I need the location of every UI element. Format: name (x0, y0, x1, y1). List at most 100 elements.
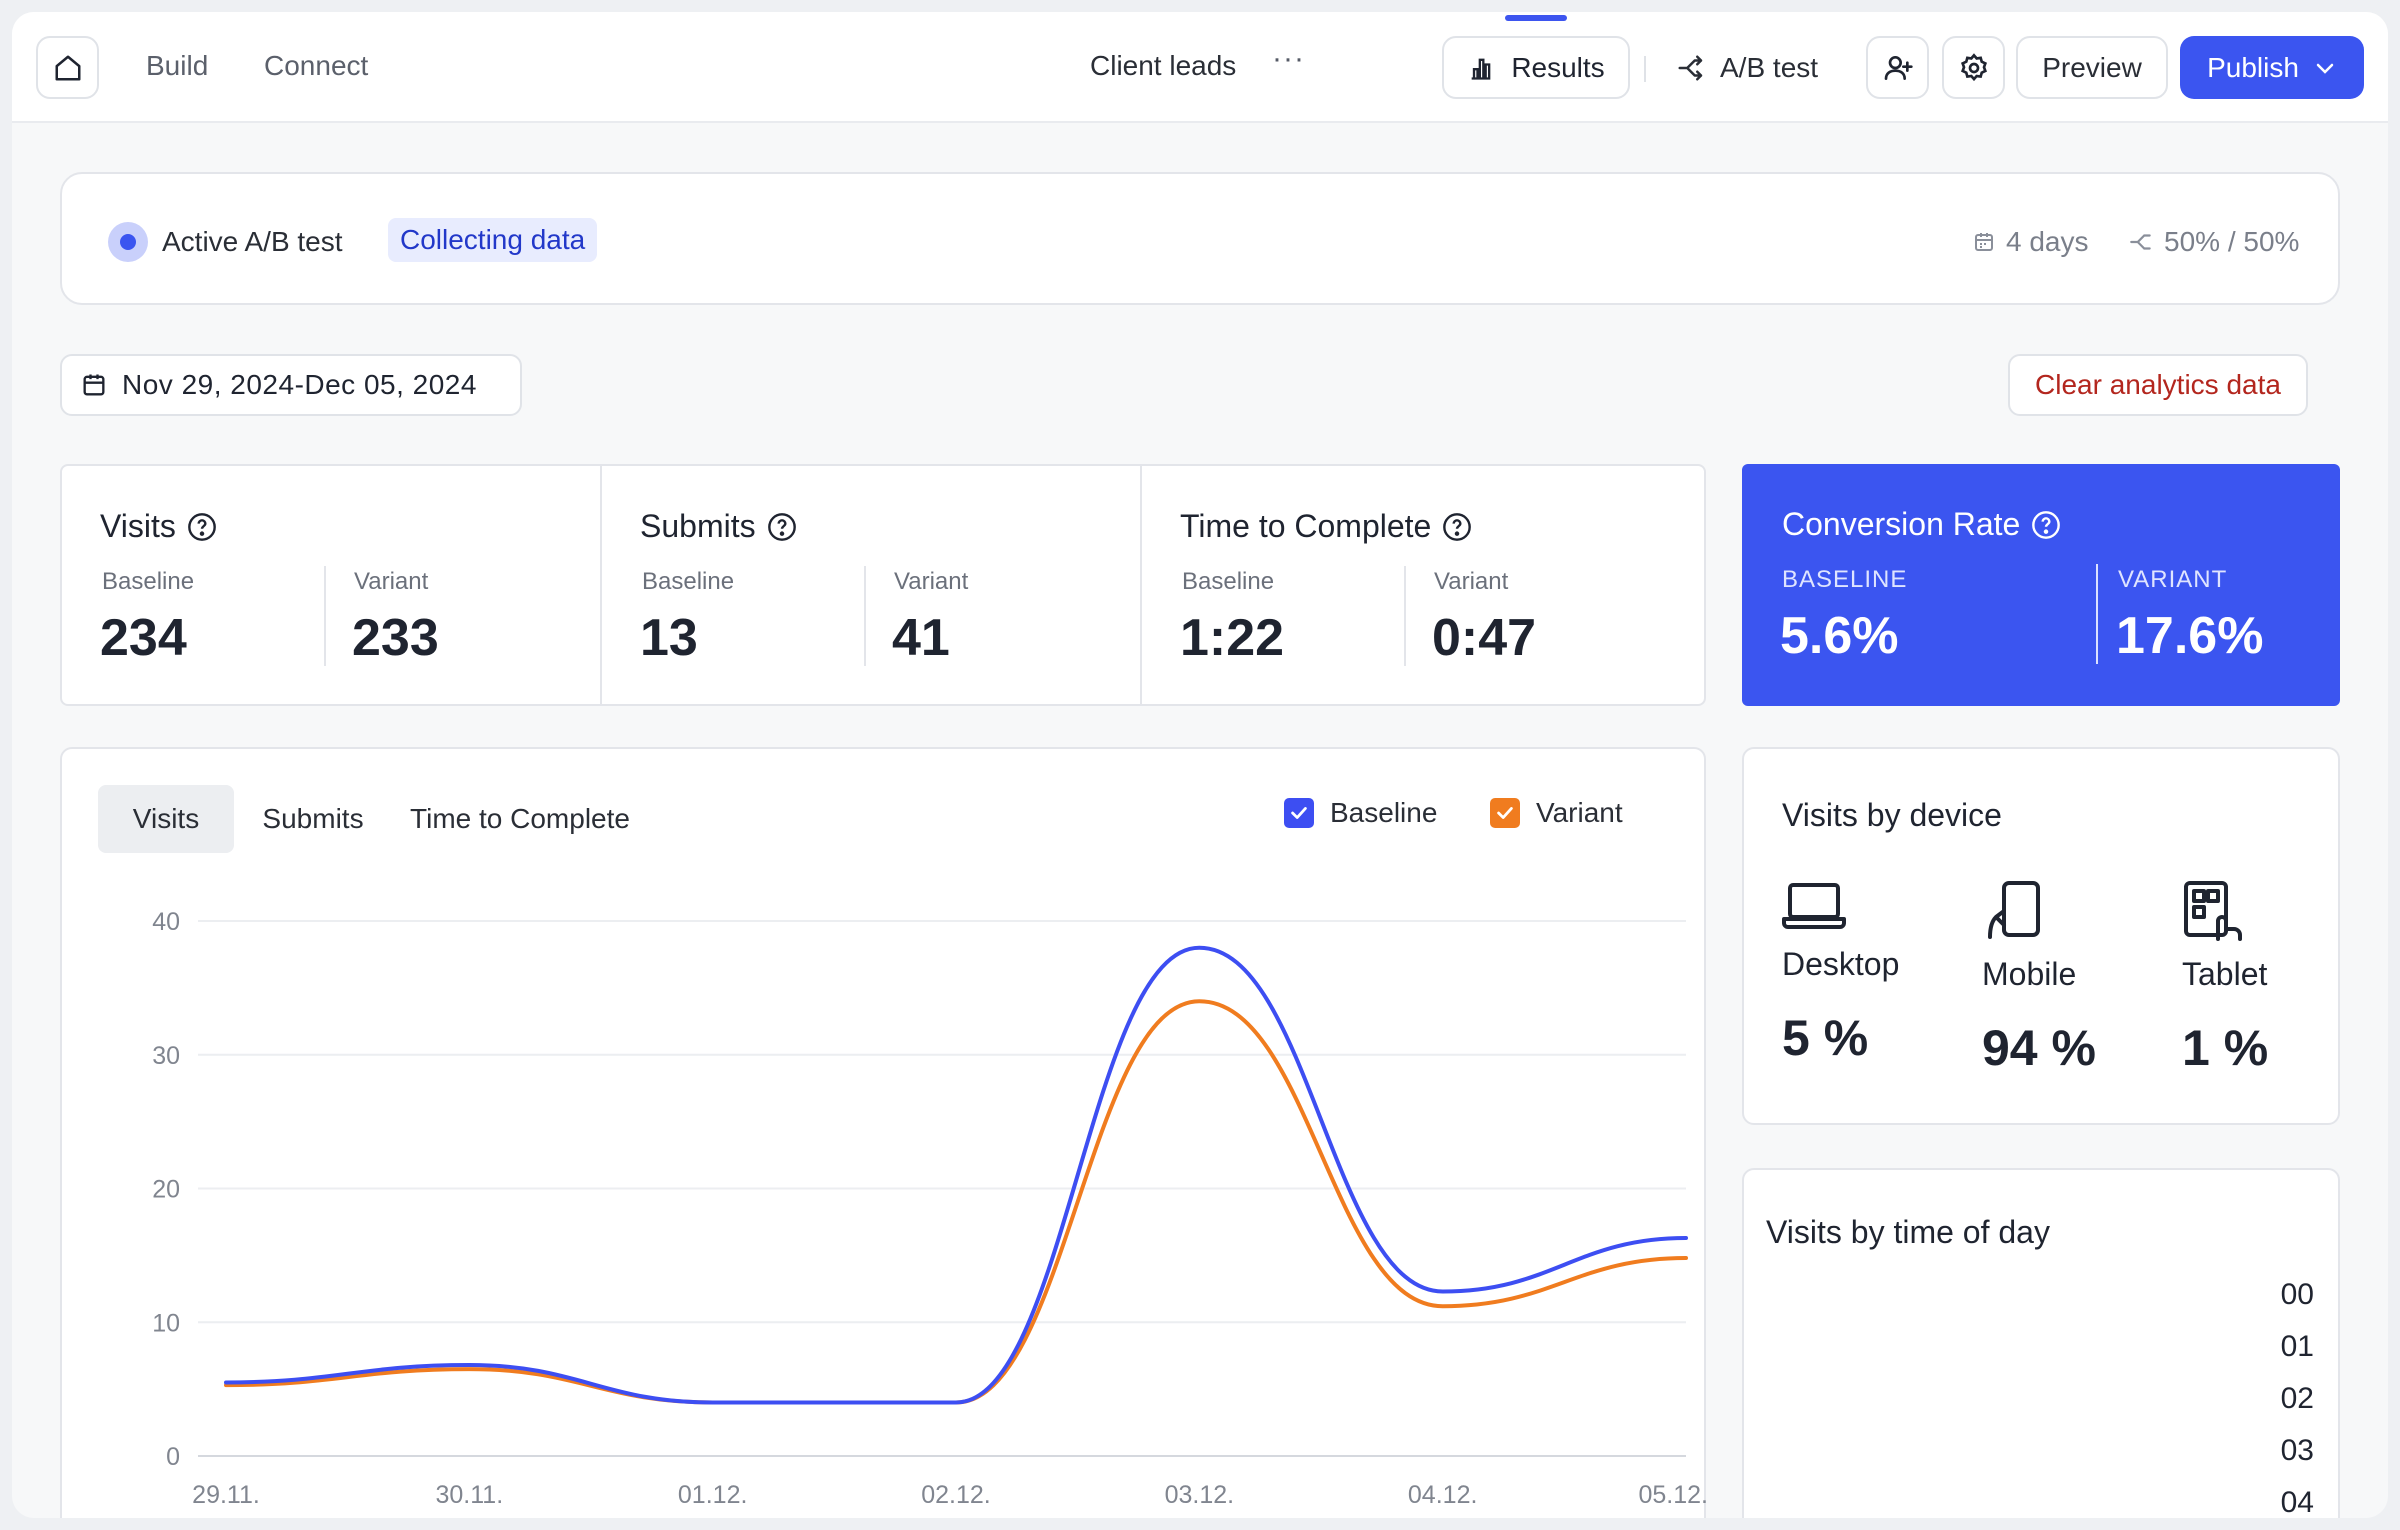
visits-line-chart: 0 10 20 30 40 29.11. 30.11. 01.12. 02.12. 03.12. 0… (152, 908, 1708, 1509)
conversion-rate-card: Conversion Rate BASELINE 5.6% VARIANT 17… (1742, 464, 2340, 706)
gear-icon (1960, 52, 1987, 81)
baseline-label: BASELINE (1782, 566, 1908, 593)
split-icon (2130, 234, 2151, 250)
divider (1644, 56, 1646, 82)
variant-label: Variant (1434, 568, 1509, 595)
nav-build[interactable]: Build (146, 50, 209, 81)
x-tick-label: 01.12. (678, 1481, 748, 1509)
device-card-title: Visits by device (1782, 797, 2002, 833)
test-duration: 4 days (1972, 226, 2089, 258)
duration-value: 4 days (2006, 226, 2089, 257)
ttc-baseline-value: 1:22 (1180, 609, 1285, 667)
top-bar: Build Connect Client leads ··· Results A… (12, 12, 2388, 123)
preview-button[interactable]: Preview (2016, 36, 2168, 99)
chart-tab-time-to-complete[interactable]: Time to Complete (410, 803, 630, 834)
baseline-label: Baseline (102, 568, 195, 595)
hour-label: 00 (2280, 1278, 2314, 1311)
laptop-icon (1782, 883, 1846, 929)
divider (324, 566, 326, 666)
visits-baseline-value: 234 (100, 609, 187, 667)
nav-connect[interactable]: Connect (264, 50, 369, 81)
device-label: Tablet (2182, 956, 2268, 992)
submits-metric-card: Submits Baseline 13 Variant 41 (600, 464, 1142, 706)
hour-label: 01 (2280, 1330, 2314, 1363)
ab-test-status-card: Active A/B test Collecting data 4 days 5… (60, 172, 2340, 305)
baseline-checkbox[interactable] (1284, 798, 1314, 828)
calendar-icon (1975, 233, 1993, 251)
home-icon (55, 55, 80, 80)
time-to-complete-title: Time to Complete (1180, 508, 1432, 544)
clear-analytics-button[interactable]: Clear analytics data (2008, 354, 2308, 416)
help-icon[interactable] (766, 511, 798, 543)
metric-title: Visits (100, 508, 218, 545)
legend-variant[interactable]: Variant (1490, 797, 1623, 829)
conversion-rate-title: Conversion Rate (1782, 506, 2021, 542)
document-title[interactable]: Client leads (1090, 50, 1237, 81)
chart-tab-submits[interactable]: Submits (262, 803, 364, 834)
x-tick-label: 29.11. (192, 1481, 260, 1509)
y-tick-label: 10 (152, 1309, 180, 1337)
x-tick-label: 02.12. (921, 1481, 991, 1509)
help-icon[interactable] (186, 511, 218, 543)
visits-by-time-of-day-card: Visits by time of day 00 01 02 03 04 (1742, 1168, 2340, 1518)
y-tick-label: 30 (152, 1042, 180, 1070)
traffic-split: 50% / 50% (2128, 226, 2299, 258)
date-range-picker[interactable]: Nov 29, 2024-Dec 05, 2024 (60, 354, 522, 416)
add-user-button[interactable] (1866, 36, 1929, 99)
metric-title: Conversion Rate (1782, 506, 2062, 543)
device-mobile: Mobile 94 % (1982, 879, 2096, 1077)
visits-title: Visits (100, 508, 176, 544)
variant-label: VARIANT (2118, 566, 2228, 593)
cr-baseline-value: 5.6% (1780, 607, 1899, 665)
visits-variant-value: 233 (352, 609, 439, 667)
split-value: 50% / 50% (2164, 226, 2300, 257)
more-options-button[interactable]: ··· (1272, 42, 1305, 75)
time-of-day-title: Visits by time of day (1766, 1214, 2050, 1250)
status-label: Active A/B test (162, 226, 343, 257)
device-tablet: Tablet 1 % (2182, 879, 2268, 1077)
visits-metric-card: Visits Baseline 234 Variant 233 (60, 464, 602, 706)
divider (864, 566, 866, 666)
submits-title: Submits (640, 508, 756, 544)
bar-chart-icon (1471, 58, 1491, 80)
app-window: Build Connect Client leads ··· Results A… (12, 12, 2388, 1518)
hour-label: 03 (2280, 1434, 2314, 1467)
add-user-icon (1884, 55, 1913, 80)
publish-button[interactable]: Publish (2180, 36, 2364, 99)
metric-title: Time to Complete (1180, 508, 1473, 545)
results-tab[interactable]: Results (1442, 36, 1630, 99)
help-icon[interactable] (1441, 511, 1473, 543)
device-label: Desktop (1782, 946, 1900, 982)
status-badge: Collecting data (388, 218, 598, 262)
device-desktop: Desktop 5 % (1782, 879, 1899, 1067)
device-value: 5 % (1782, 1010, 1869, 1066)
active-indicator (108, 222, 148, 262)
metric-title: Submits (640, 508, 798, 545)
help-icon[interactable] (2030, 509, 2062, 541)
hour-label: 04 (2280, 1486, 2314, 1518)
check-icon (1291, 807, 1307, 819)
y-tick-label: 20 (152, 1176, 180, 1204)
legend-baseline-label: Baseline (1330, 797, 1438, 828)
cr-variant-value: 17.6% (2116, 607, 2264, 665)
calendar-icon (83, 374, 105, 396)
device-label: Mobile (1982, 956, 2077, 992)
y-tick-label: 40 (152, 908, 180, 936)
settings-button[interactable] (1942, 36, 2005, 99)
submits-variant-value: 41 (892, 609, 950, 667)
chart-tab-visits[interactable]: Visits (98, 785, 234, 853)
baseline-label: Baseline (1182, 568, 1275, 595)
ttc-variant-value: 0:47 (1432, 609, 1537, 667)
ab-test-tab[interactable]: A/B test (1676, 36, 1850, 99)
x-tick-label: 30.11. (436, 1481, 504, 1509)
divider (1404, 566, 1406, 666)
ab-test-label: A/B test (1720, 51, 1819, 83)
divider (2096, 564, 2098, 664)
legend-baseline[interactable]: Baseline (1284, 797, 1437, 829)
variant-checkbox[interactable] (1490, 798, 1520, 828)
series-line-baseline (224, 945, 1688, 1405)
date-range-value: Nov 29, 2024-Dec 05, 2024 (122, 369, 477, 400)
home-button[interactable] (36, 36, 99, 99)
check-icon (1497, 807, 1513, 819)
variant-label: Variant (894, 568, 969, 595)
